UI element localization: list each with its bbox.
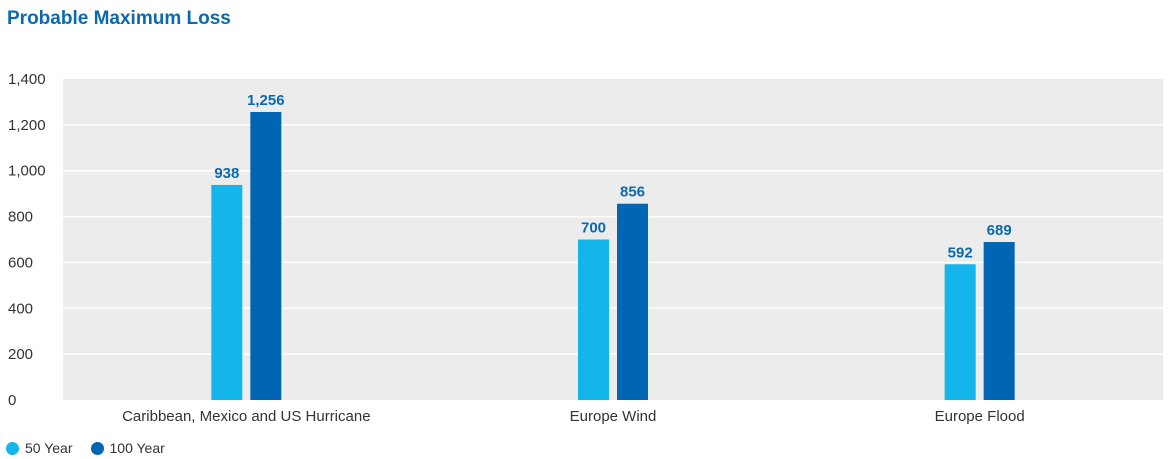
legend-label-50-year: 50 Year [25,440,73,456]
legend-marker-100-year [90,441,104,455]
x-axis-tick-labels: Caribbean, Mexico and US Hurricane Europe… [122,408,1025,425]
bar-50-year [578,239,609,400]
data-label: 689 [987,222,1012,239]
y-tick-label: 0 [8,392,16,409]
y-tick-label: 200 [8,346,33,363]
legend-marker-50-year [6,441,19,455]
gridlines [63,124,1163,355]
plot-background [63,79,1163,400]
y-tick-label: 1,400 [8,71,46,88]
x-tick-label: Europe Wind [570,408,657,425]
y-tick-label: 1,000 [8,163,46,180]
y-tick-label: 800 [8,209,33,226]
y-tick-label: 1,200 [8,117,46,134]
data-label: 938 [214,165,239,182]
bar-50-year [944,264,976,400]
data-label: 592 [948,244,973,261]
data-label: 856 [620,184,645,201]
data-label: 700 [581,220,606,237]
data-label: 1,256 [247,92,285,109]
x-tick-label: Caribbean, Mexico and US Hurricane [122,408,370,425]
legend-label-100-year: 100 Year [109,440,165,456]
bars [211,112,1015,400]
y-tick-label: 600 [8,254,33,271]
legend: 50 Year 100 Year [6,440,183,456]
bar-100-year [983,242,1015,400]
x-tick-label: Europe Flood [935,408,1025,425]
data-labels: 938 1,256 700 856 592 689 [214,92,1011,261]
chart-title: Probable Maximum Loss [7,8,231,29]
bar-50-year [211,184,243,400]
y-axis-tick-labels: 0 200 400 600 800 1,000 1,200 1,400 [8,71,46,409]
bar-100-year [617,203,648,400]
bar-100-year [250,112,282,400]
legend-item-100-year: 100 Year [90,440,165,456]
y-tick-label: 400 [8,300,33,317]
legend-item-50-year: 50 Year [6,440,73,456]
